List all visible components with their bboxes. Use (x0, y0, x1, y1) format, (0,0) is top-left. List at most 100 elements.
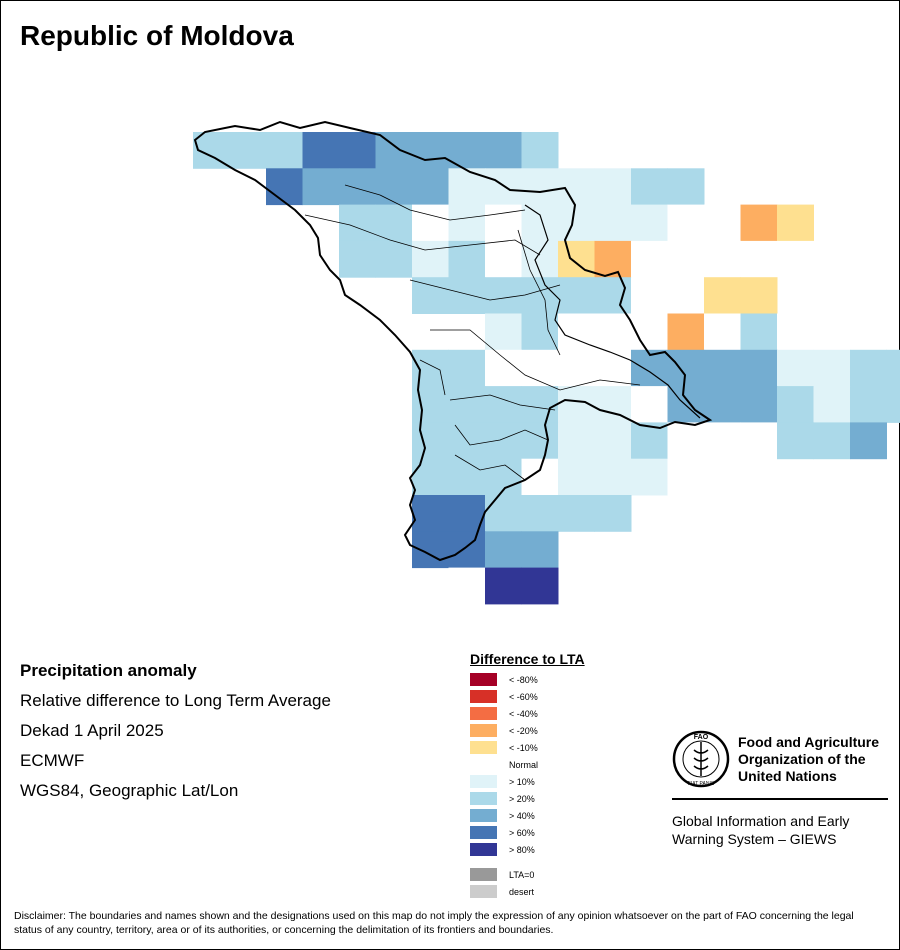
grid-cell (412, 495, 449, 532)
disclaimer: Disclaimer: The boundaries and names sho… (14, 910, 854, 936)
legend-swatch (470, 758, 497, 771)
legend-swatch (470, 809, 497, 822)
grid-cell (667, 204, 705, 242)
legend-label: > 80% (509, 844, 535, 855)
grid-cell (594, 313, 632, 351)
grid-cell (412, 240, 449, 278)
product-description: Relative difference to Long Term Average (20, 691, 331, 710)
grid-cell (594, 422, 632, 460)
time-period: Dekad 1 April 2025 (20, 721, 164, 740)
grid-cell (485, 204, 522, 242)
grid-cell (558, 349, 595, 387)
grid-cell (667, 422, 705, 460)
legend-item: < -80% (470, 671, 585, 688)
grid-cell (631, 204, 668, 242)
legend-label: > 40% (509, 810, 535, 821)
grid-cell (521, 422, 559, 460)
legend-swatch (470, 707, 497, 720)
grid-cell (594, 204, 632, 242)
grid-cell (485, 240, 522, 278)
legend-item: > 20% (470, 790, 585, 807)
legend-classes: < -80% < -60% < -40% < -20% < -10% Normal > 10… (470, 671, 585, 858)
grid-cell (375, 132, 413, 169)
legend-item: desert (470, 883, 585, 900)
grid-cell (302, 132, 340, 169)
legend-label: < -60% (509, 691, 538, 702)
legend-label: < -40% (509, 708, 538, 719)
legend-label: Normal (509, 759, 539, 770)
grid-cell (704, 204, 741, 242)
grid-cell (740, 240, 778, 278)
grid-cell (631, 386, 668, 423)
district-boundaries (304, 184, 641, 481)
legend-label: < -10% (509, 742, 538, 753)
grid-cell (412, 531, 449, 569)
legend-item: > 80% (470, 841, 585, 858)
grid-cell (631, 422, 668, 460)
grid-cell (594, 458, 632, 496)
grid-cell (886, 386, 900, 423)
grid-cell (777, 313, 814, 351)
grid-cell (521, 168, 559, 206)
legend-item: > 10% (470, 773, 585, 790)
grid-cell (558, 458, 595, 496)
grid-cell (704, 313, 741, 351)
legend-swatch (470, 792, 497, 805)
grid-cell (266, 168, 303, 206)
grid-cell (704, 349, 741, 387)
grid-cell (704, 277, 741, 314)
grid-cell (485, 277, 522, 314)
grid-cell (521, 495, 559, 532)
legend-label: < -20% (509, 725, 538, 736)
grid-cell (521, 567, 559, 605)
grid-cell (594, 168, 632, 206)
legend-swatch (470, 775, 497, 788)
grid-cell (667, 349, 705, 387)
grid-cell (448, 458, 486, 496)
product-name: Precipitation anomaly (20, 661, 197, 680)
grid-cell (594, 495, 632, 532)
legend-item: > 40% (470, 807, 585, 824)
grid-cell (339, 168, 376, 206)
grid-cell (667, 458, 705, 496)
grid-cell (667, 313, 705, 351)
legend-item: < -60% (470, 688, 585, 705)
grid-cell (594, 240, 632, 278)
grid-cell (521, 132, 559, 169)
grid-cell (412, 132, 449, 169)
legend-swatch (470, 885, 497, 898)
grid-cell (521, 313, 559, 351)
grid-cell (412, 458, 449, 496)
legend-item: LTA=0 (470, 866, 585, 883)
grid-cell (521, 277, 559, 314)
legend-item: > 60% (470, 824, 585, 841)
legend-label: LTA=0 (509, 869, 535, 880)
fao-block: FAO FIAT PANIS Food and Agriculture Orga… (672, 730, 888, 848)
grid-cell (339, 204, 376, 242)
grid-cell (704, 386, 741, 423)
projection: WGS84, Geographic Lat/Lon (20, 781, 239, 800)
legend-label: desert (509, 886, 535, 897)
map-title: Republic of Moldova (20, 20, 294, 51)
map-info: Precipitation anomaly Relative differenc… (20, 656, 331, 806)
legend-swatch (470, 843, 497, 856)
grid-cell (740, 277, 778, 314)
grid-cell (704, 422, 741, 460)
grid-cell (850, 422, 887, 460)
grid-cell (485, 422, 522, 460)
grid-cell (558, 495, 595, 532)
grid-cell (485, 495, 522, 532)
grid-cell (667, 240, 705, 278)
grid-cell (485, 132, 522, 169)
grid-cell (302, 168, 340, 206)
grid-cell (448, 277, 486, 314)
legend-swatch (470, 868, 497, 881)
grid-cell (594, 349, 632, 387)
grid-cell (375, 240, 413, 278)
grid-cell (412, 204, 449, 242)
grid-cell (485, 567, 522, 605)
anomaly-map (193, 120, 900, 605)
grid-cell (740, 386, 778, 423)
grid-cell (813, 422, 851, 460)
grid-cell (229, 132, 267, 169)
